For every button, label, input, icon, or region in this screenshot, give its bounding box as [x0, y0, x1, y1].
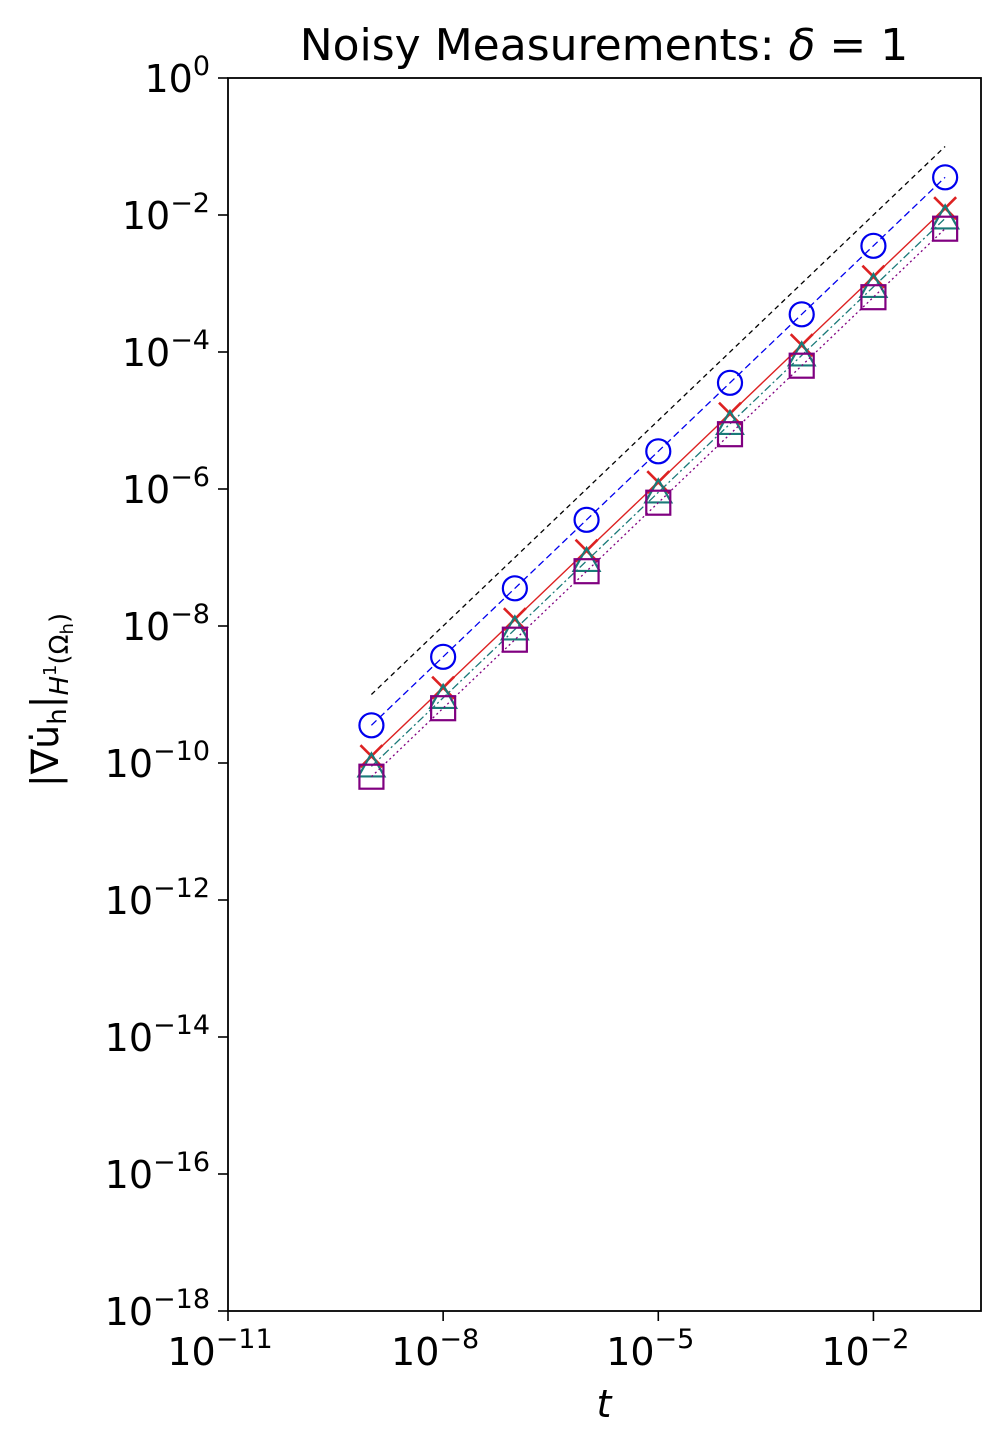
- marker-cross: [718, 401, 742, 426]
- y-tick-label: 10−18: [105, 1284, 210, 1334]
- marker-square: [358, 763, 385, 790]
- chart-title: Noisy Measurements: δ = 1: [300, 20, 909, 71]
- marker-square: [573, 558, 600, 585]
- marker-circle: [932, 164, 959, 191]
- y-tick-label: 100: [144, 51, 210, 101]
- marker-square: [860, 284, 887, 311]
- marker-circle: [645, 438, 672, 465]
- x-tick-label: 10−5: [606, 1324, 694, 1374]
- y-tick-label: 10−6: [122, 462, 210, 512]
- series-line-triangle: [370, 217, 946, 767]
- marker-cross: [933, 196, 958, 221]
- y-tick-label: 10−16: [105, 1147, 210, 1197]
- marker-circle: [860, 232, 887, 259]
- series-line-square: [370, 228, 946, 778]
- y-tick-label: 10−4: [122, 325, 210, 375]
- series-line-circle: [370, 176, 946, 726]
- y-tick-label: 10−8: [122, 599, 210, 649]
- y-tick-label: 10−12: [105, 873, 210, 923]
- marker-circle: [788, 301, 815, 328]
- marker-square: [788, 352, 815, 379]
- x-tick-label: 10−2: [821, 1324, 909, 1374]
- marker-square: [932, 215, 959, 242]
- y-axis: 100 10−2 10−4 10−6 10−8 10−10 10−12 10−14 10−16 1…: [105, 51, 228, 1334]
- marker-cross: [574, 538, 599, 563]
- y-tick-label: 10−10: [105, 736, 210, 786]
- marker-square: [430, 695, 457, 722]
- marker-square: [501, 626, 528, 653]
- y-tick-label: 10−14: [105, 1010, 210, 1060]
- plot-area: [356, 146, 961, 790]
- x-tick-label: 10−8: [391, 1324, 479, 1374]
- marker-cross: [789, 333, 814, 358]
- marker-square: [716, 421, 744, 448]
- marker-cross: [431, 675, 456, 700]
- marker-square: [645, 489, 672, 516]
- marker-circle: [358, 712, 385, 739]
- marker-circle: [501, 575, 528, 602]
- x-axis-label: t: [597, 1382, 614, 1426]
- marker-circle: [573, 506, 600, 533]
- y-tick-label: 10−2: [122, 188, 210, 238]
- x-axis: 10−11 10−8 10−5 10−2: [167, 1311, 910, 1374]
- marker-circle: [430, 643, 457, 670]
- marker-cross: [502, 607, 527, 632]
- y-axis-label: |∇u̇h|H1(Ωh): [23, 613, 78, 787]
- x-tick-label: 10−11: [167, 1324, 272, 1374]
- marker-cross: [861, 264, 886, 289]
- plot-frame: [227, 77, 982, 1312]
- marker-cross: [359, 744, 384, 769]
- series-line-reference: [370, 146, 946, 695]
- marker-cross: [646, 470, 671, 495]
- marker-circle: [716, 369, 744, 396]
